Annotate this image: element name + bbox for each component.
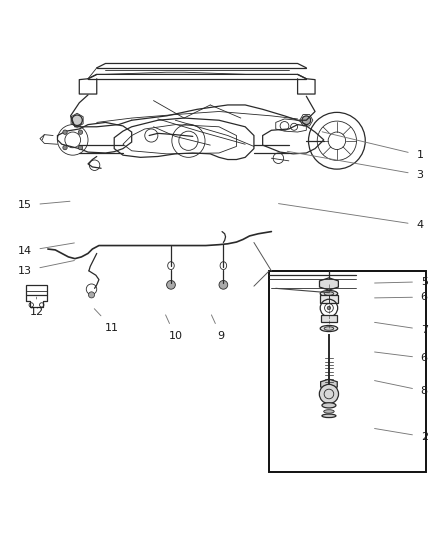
Circle shape xyxy=(166,280,175,289)
Ellipse shape xyxy=(320,326,338,332)
Bar xyxy=(25,285,47,295)
Text: 7: 7 xyxy=(374,322,428,335)
Text: 8: 8 xyxy=(374,381,428,396)
Circle shape xyxy=(319,384,339,403)
Ellipse shape xyxy=(324,327,334,330)
Text: 4: 4 xyxy=(279,204,424,230)
Circle shape xyxy=(302,116,311,125)
Text: 2: 2 xyxy=(374,429,428,442)
Text: 10: 10 xyxy=(166,315,182,341)
Text: 14: 14 xyxy=(18,243,74,256)
Polygon shape xyxy=(319,278,339,290)
Circle shape xyxy=(219,280,228,289)
Ellipse shape xyxy=(324,410,334,413)
Text: 15: 15 xyxy=(18,200,70,211)
Ellipse shape xyxy=(322,403,336,408)
Ellipse shape xyxy=(324,292,334,295)
Bar xyxy=(320,295,338,303)
Circle shape xyxy=(72,115,82,125)
Text: 12: 12 xyxy=(29,297,43,317)
Bar xyxy=(269,271,426,472)
Circle shape xyxy=(63,146,67,150)
Polygon shape xyxy=(321,379,337,390)
Text: 9: 9 xyxy=(212,315,225,341)
Text: 5: 5 xyxy=(374,277,428,287)
Text: 1: 1 xyxy=(322,132,424,160)
Circle shape xyxy=(78,130,83,134)
Text: 3: 3 xyxy=(287,151,424,180)
Circle shape xyxy=(327,306,331,310)
Text: 13: 13 xyxy=(18,261,74,276)
Text: 6: 6 xyxy=(374,292,428,302)
Circle shape xyxy=(78,146,83,150)
Ellipse shape xyxy=(322,414,336,417)
Circle shape xyxy=(88,292,95,298)
Text: 11: 11 xyxy=(94,309,119,333)
Ellipse shape xyxy=(320,290,338,297)
Circle shape xyxy=(63,130,67,134)
Text: 6: 6 xyxy=(374,352,428,363)
Bar xyxy=(321,315,337,322)
